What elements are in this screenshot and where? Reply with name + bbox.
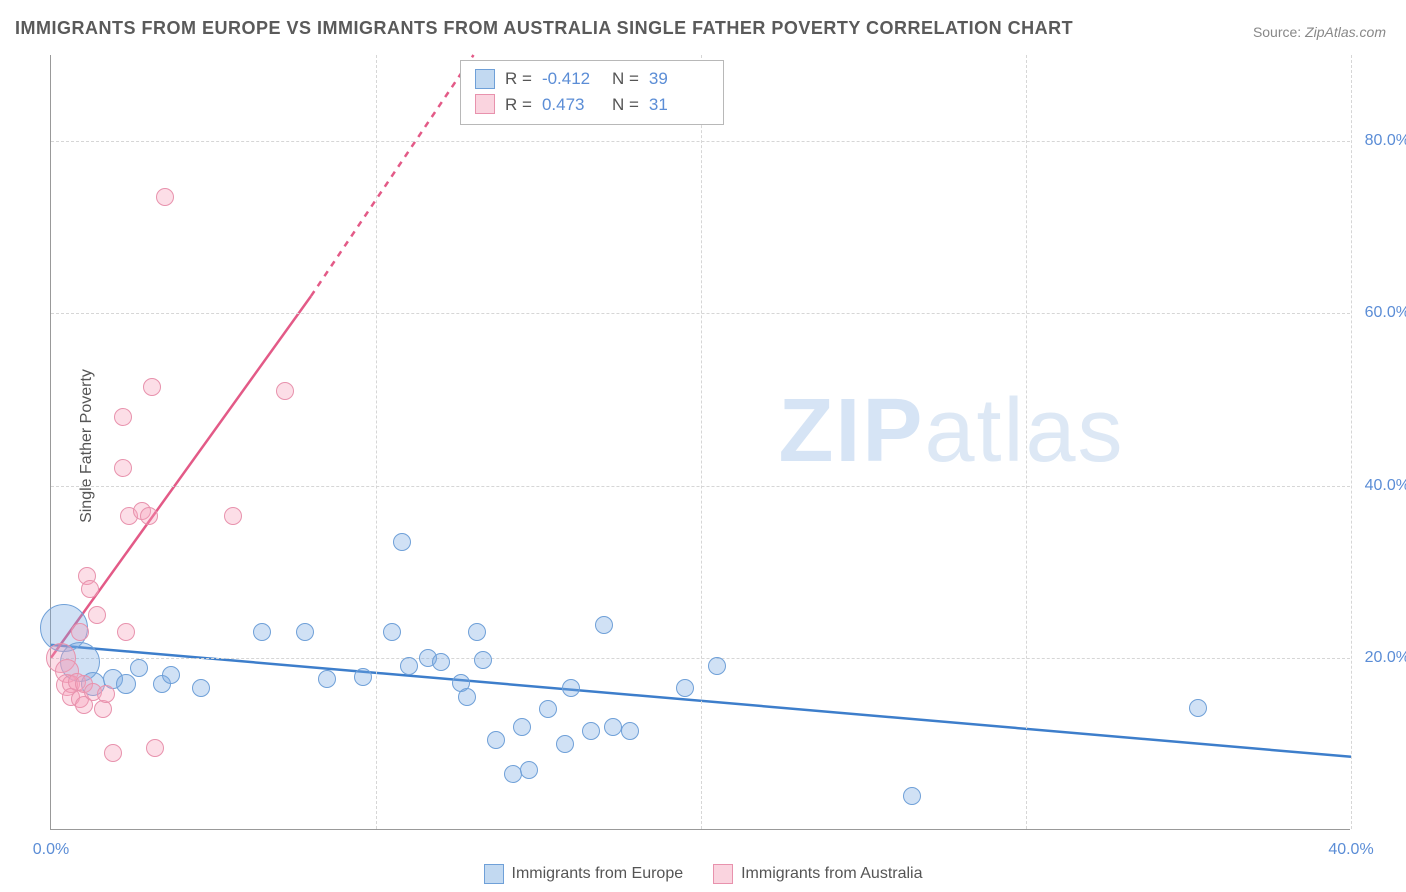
scatter-point (354, 668, 372, 686)
gridline-v (1351, 55, 1352, 829)
x-tick-label: 0.0% (33, 841, 69, 859)
swatch-pink-icon (475, 94, 495, 114)
x-tick-label: 40.0% (1328, 841, 1373, 859)
scatter-point (143, 378, 161, 396)
scatter-point (81, 580, 99, 598)
scatter-point (595, 616, 613, 634)
scatter-point (94, 700, 112, 718)
scatter-point (140, 507, 158, 525)
series-legend: Immigrants from Europe Immigrants from A… (0, 864, 1406, 884)
source-attribution: Source: ZipAtlas.com (1253, 24, 1386, 40)
scatter-point (276, 382, 294, 400)
scatter-point (504, 765, 522, 783)
scatter-point (224, 507, 242, 525)
scatter-point (117, 623, 135, 641)
scatter-point (432, 653, 450, 671)
scatter-point (539, 700, 557, 718)
plot-area: ZIPatlas 20.0%40.0%60.0%80.0%0.0%40.0% (50, 55, 1350, 830)
scatter-point (513, 718, 531, 736)
scatter-point (400, 657, 418, 675)
scatter-point (114, 459, 132, 477)
legend-label: Immigrants from Europe (512, 865, 684, 883)
scatter-point (903, 787, 921, 805)
legend-label: Immigrants from Australia (741, 865, 922, 883)
correlation-legend: R = -0.412 N = 39 R = 0.473 N = 31 (460, 60, 724, 125)
scatter-point (474, 651, 492, 669)
y-tick-label: 40.0% (1365, 477, 1406, 495)
scatter-point (393, 533, 411, 551)
n-value-europe: 39 (649, 66, 709, 92)
swatch-pink-icon (713, 864, 733, 884)
scatter-point (192, 679, 210, 697)
y-tick-label: 20.0% (1365, 649, 1406, 667)
legend-item-europe: Immigrants from Europe (484, 864, 684, 884)
source-label: Source: (1253, 24, 1301, 40)
scatter-point (458, 688, 476, 706)
regression-line (51, 296, 311, 658)
r-label: R = (505, 92, 532, 118)
legend-row-europe: R = -0.412 N = 39 (475, 66, 709, 92)
scatter-point (383, 623, 401, 641)
scatter-point (520, 761, 538, 779)
gridline-v (701, 55, 702, 829)
scatter-point (318, 670, 336, 688)
scatter-point (162, 666, 180, 684)
legend-row-australia: R = 0.473 N = 31 (475, 92, 709, 118)
scatter-point (1189, 699, 1207, 717)
chart-title: IMMIGRANTS FROM EUROPE VS IMMIGRANTS FRO… (15, 18, 1073, 39)
scatter-point (621, 722, 639, 740)
scatter-point (562, 679, 580, 697)
scatter-point (468, 623, 486, 641)
scatter-point (487, 731, 505, 749)
n-value-australia: 31 (649, 92, 709, 118)
scatter-point (604, 718, 622, 736)
source-value: ZipAtlas.com (1305, 24, 1386, 40)
scatter-point (156, 188, 174, 206)
scatter-point (582, 722, 600, 740)
gridline-v (376, 55, 377, 829)
scatter-point (676, 679, 694, 697)
scatter-point (116, 674, 136, 694)
scatter-point (556, 735, 574, 753)
gridline-v (1026, 55, 1027, 829)
r-value-europe: -0.412 (542, 66, 602, 92)
watermark: ZIPatlas (778, 380, 1124, 483)
scatter-point (104, 744, 122, 762)
scatter-point (97, 685, 115, 703)
swatch-blue-icon (475, 69, 495, 89)
legend-item-australia: Immigrants from Australia (713, 864, 922, 884)
y-tick-label: 80.0% (1365, 132, 1406, 150)
n-label: N = (612, 92, 639, 118)
scatter-point (114, 408, 132, 426)
r-value-australia: 0.473 (542, 92, 602, 118)
regression-line (311, 55, 474, 296)
n-label: N = (612, 66, 639, 92)
scatter-point (130, 659, 148, 677)
watermark-thin: atlas (924, 381, 1124, 481)
y-tick-label: 60.0% (1365, 304, 1406, 322)
watermark-bold: ZIP (778, 381, 924, 481)
scatter-point (71, 623, 89, 641)
scatter-point (253, 623, 271, 641)
scatter-point (296, 623, 314, 641)
scatter-point (708, 657, 726, 675)
swatch-blue-icon (484, 864, 504, 884)
scatter-point (88, 606, 106, 624)
r-label: R = (505, 66, 532, 92)
scatter-point (146, 739, 164, 757)
